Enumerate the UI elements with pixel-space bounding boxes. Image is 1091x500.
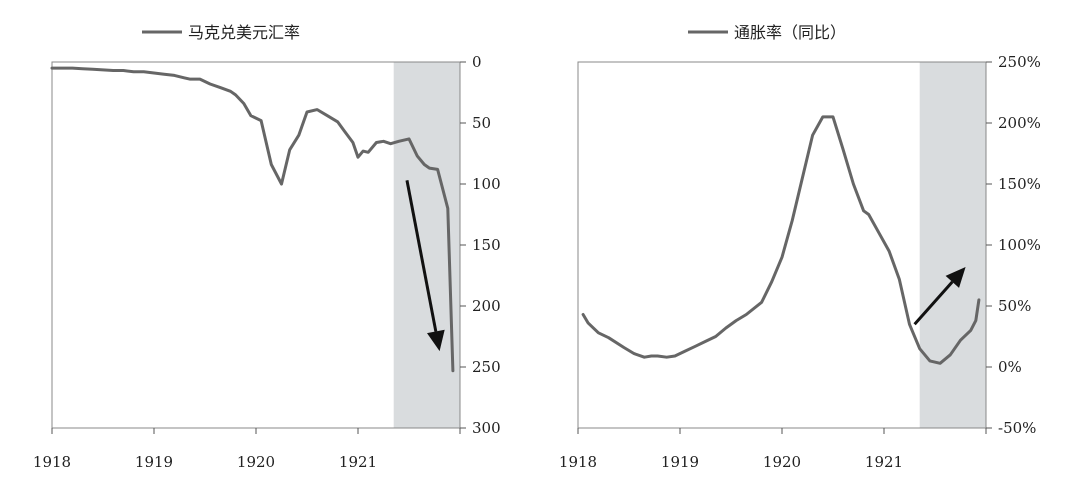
- y-tick-label: 150%: [998, 175, 1041, 193]
- x-tick-label: 1920: [237, 453, 275, 471]
- y-tick-label: 0%: [998, 358, 1022, 376]
- y-tick-label: 0: [472, 53, 482, 71]
- y-tick-label: 200: [472, 297, 501, 315]
- legend: 马克兑美元汇率: [142, 23, 300, 42]
- arrow-head: [945, 266, 966, 288]
- y-tick-label: 150: [472, 236, 501, 254]
- inflation-rate-chart: 通胀率（同比） 1918 1919 1920 1921 -50% 0% 50% 100% 150…: [559, 23, 1041, 471]
- shaded-region: [919, 62, 986, 428]
- y-tick-label: 250%: [998, 53, 1041, 71]
- y-tick-label: 300: [472, 419, 501, 437]
- legend-label: 通胀率（同比）: [734, 23, 846, 42]
- y-tick-label: 100: [472, 175, 501, 193]
- arrow-head: [427, 329, 445, 352]
- y-tick-label: 200%: [998, 114, 1041, 132]
- y-tick-label: 50: [472, 114, 491, 132]
- x-tick-label: 1919: [661, 453, 699, 471]
- x-tick-label: 1921: [865, 453, 903, 471]
- legend-label: 马克兑美元汇率: [188, 23, 300, 42]
- x-tick-label: 1920: [763, 453, 801, 471]
- y-tick-label: 250: [472, 358, 501, 376]
- x-tick-label: 1919: [135, 453, 173, 471]
- series-line: [50, 66, 455, 373]
- legend: 通胀率（同比）: [688, 23, 846, 42]
- series-line: [581, 115, 981, 365]
- arrow-shaft: [405, 180, 438, 332]
- y-tick-label: -50%: [998, 419, 1036, 437]
- exchange-rate-chart: 马克兑美元汇率 1918 1919 1920 1921 0 50 100 150 200 250 3…: [33, 23, 501, 471]
- arrow-shaft: [913, 280, 954, 326]
- x-tick-label: 1918: [33, 453, 71, 471]
- y-tick-label: 50%: [998, 297, 1031, 315]
- y-tick-label: 100%: [998, 236, 1041, 254]
- x-tick-label: 1918: [559, 453, 597, 471]
- x-tick-label: 1921: [339, 453, 377, 471]
